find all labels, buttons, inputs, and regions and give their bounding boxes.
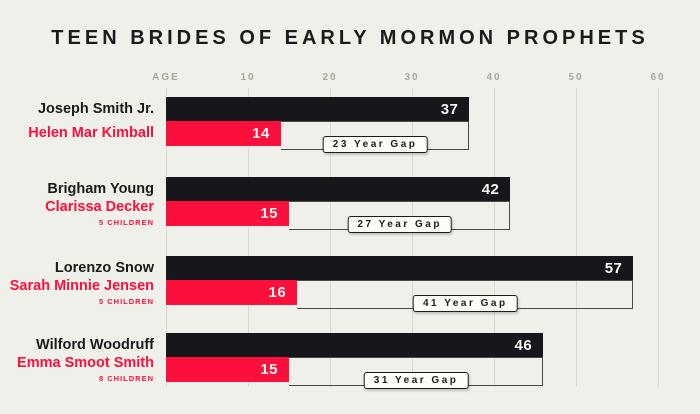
children-count-label: 5 CHILDREN	[98, 296, 154, 306]
gridline	[166, 88, 167, 387]
gridline	[494, 88, 495, 387]
wife-age-value: 14	[252, 125, 270, 142]
axis-tick-label: 20	[322, 72, 338, 83]
wife-name-label: Emma Smoot Smith	[17, 355, 154, 372]
gridline	[576, 88, 577, 387]
wife-bar: 14	[166, 121, 281, 146]
gridline	[330, 88, 331, 387]
wife-name-label: Helen Mar Kimball	[28, 124, 154, 141]
husband-age-value: 57	[604, 259, 623, 277]
gap-label: 41 Year Gap	[413, 295, 518, 312]
gridline	[412, 88, 413, 387]
husband-bar: 42	[166, 177, 511, 201]
wife-name-label: Sarah Minnie Jensen	[9, 278, 154, 295]
wife-label-block: Helen Mar Kimball	[0, 121, 154, 146]
husband-name-label: Wilford Woodruff	[36, 337, 154, 353]
gridline	[248, 88, 249, 387]
gridline	[658, 88, 659, 387]
gap-label: 27 Year Gap	[347, 216, 452, 233]
wife-age-value: 16	[268, 284, 287, 301]
wife-bar: 15	[166, 357, 289, 382]
husband-name-label: Joseph Smith Jr.	[37, 101, 154, 117]
wife-bar: 15	[166, 201, 289, 226]
axis-tick-label: 40	[486, 72, 502, 83]
wife-age-value: 15	[260, 361, 278, 378]
axis-tick-label: 10	[240, 72, 256, 83]
wife-name-label: Clarissa Decker	[45, 199, 154, 216]
wife-label-block: Emma Smoot Smith 8 CHILDREN	[0, 355, 154, 383]
wife-age-value: 15	[260, 205, 278, 222]
chart-title: TEEN BRIDES OF EARLY MORMON PROPHETS	[51, 27, 649, 49]
axis-title: AGE	[152, 72, 180, 83]
axis-tick-label: 50	[568, 72, 584, 83]
wife-bar: 16	[166, 280, 298, 305]
husband-bar: 37	[166, 97, 470, 121]
gap-label: 23 Year Gap	[322, 136, 428, 153]
wife-label-block: Sarah Minnie Jensen 5 CHILDREN	[0, 278, 154, 306]
gap-label: 31 Year Gap	[363, 372, 469, 389]
husband-age-value: 42	[481, 180, 500, 198]
husband-bar: 57	[166, 256, 634, 280]
husband-age-value: 37	[440, 100, 459, 118]
wife-label-block: Clarissa Decker 5 CHILDREN	[0, 199, 154, 227]
husband-name-label: Lorenzo Snow	[54, 260, 154, 276]
children-count-label: 5 CHILDREN	[98, 217, 154, 227]
husband-age-value: 46	[514, 336, 533, 354]
axis-tick-label: 30	[404, 72, 420, 83]
children-count-label: 8 CHILDREN	[98, 373, 154, 383]
axis-tick-label: 60	[650, 72, 666, 83]
husband-name-label: Brigham Young	[47, 181, 154, 197]
husband-bar: 46	[166, 333, 544, 357]
